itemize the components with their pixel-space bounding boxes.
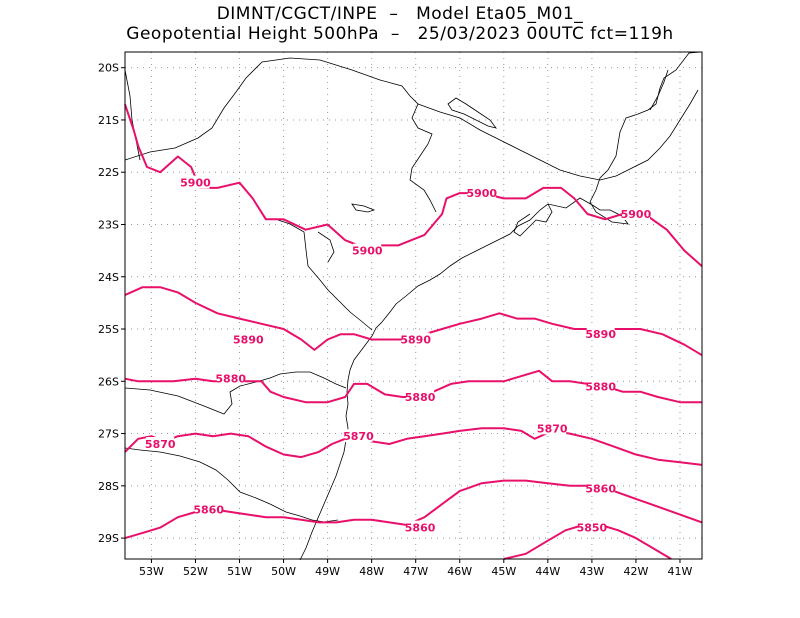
lat-label: 26S (98, 375, 119, 388)
contour-label: 5870 (537, 422, 568, 435)
contour-label-bg (146, 437, 175, 451)
lon-label: 44W (535, 565, 560, 578)
lon-label: 47W (403, 565, 428, 578)
lat-label: 21S (98, 114, 119, 127)
contour-label: 5860 (193, 503, 224, 516)
title-line-2: Geopotential Height 500hPa – 25/03/2023 … (126, 24, 674, 44)
contour-label: 5880 (585, 381, 616, 394)
contour-label: 5880 (405, 391, 436, 404)
lon-label: 49W (315, 565, 340, 578)
contour-5900 (124, 103, 703, 268)
contour-label-bg (344, 429, 373, 443)
contour-label: 5900 (352, 245, 383, 258)
contour-label: 5880 (215, 373, 246, 386)
lon-label: 52W (183, 565, 208, 578)
contour-label: 5850 (577, 522, 608, 535)
lat-label: 23S (98, 218, 119, 231)
lon-label: 48W (359, 565, 384, 578)
contour-label: 5860 (405, 522, 436, 535)
border-mg (417, 89, 699, 181)
contour-label: 5860 (585, 482, 616, 495)
lat-label: 20S (98, 62, 119, 75)
lat-label: 28S (98, 480, 119, 493)
border-rs-sc (124, 447, 339, 523)
lon-label: 43W (579, 565, 604, 578)
lon-label: 41W (668, 565, 693, 578)
lat-label: 22S (98, 166, 119, 179)
lon-label: 42W (623, 565, 648, 578)
coastline (299, 51, 702, 561)
lon-label: 53W (139, 565, 164, 578)
contour-label-bg (181, 175, 210, 189)
reservoir-1 (447, 97, 497, 129)
contour-labels: 5900 5900 5900 5900 5890 5890 5890 5880 5880 5880… (145, 175, 652, 535)
river-detail (317, 231, 335, 263)
contour-label-bg (406, 389, 435, 403)
lat-label: 25S (98, 323, 119, 336)
lon-label: 51W (227, 565, 252, 578)
border-ms (124, 69, 141, 161)
contour-label-bg (401, 332, 430, 346)
coast-detail (513, 203, 553, 237)
lon-label: 46W (447, 565, 472, 578)
contour-label: 5870 (145, 438, 176, 451)
contour-label-bg (406, 520, 435, 534)
state-border-pr (277, 219, 373, 331)
contour-label-bg (467, 186, 496, 200)
contour-label-bg (621, 207, 650, 221)
contour-label: 5890 (400, 333, 431, 346)
contour-label: 5890 (585, 328, 616, 341)
contour-label-bg (586, 379, 615, 393)
contour-label-bg (577, 520, 606, 534)
state-border-sp (124, 57, 437, 213)
lon-label: 45W (491, 565, 516, 578)
coastline-and-borders (124, 51, 702, 561)
contour-label-bg (586, 481, 615, 495)
contour-label-bg (234, 332, 263, 346)
contour-label: 5900 (621, 208, 652, 221)
contour-label-bg (216, 371, 245, 385)
contour-5870 (124, 427, 703, 466)
latitude-axis: 20S 21S 22S 23S 24S 25S 26S 27S 28S 29S (98, 62, 125, 545)
state-border-sc (124, 371, 347, 415)
contour-label: 5900 (180, 177, 211, 190)
border-es (649, 69, 669, 111)
reservoir-2 (351, 203, 376, 213)
contour-label: 5900 (466, 187, 497, 200)
contour-label-bg (353, 243, 382, 257)
lon-label: 50W (271, 565, 296, 578)
title-line-1: DIMNT/CGCT/INPE – Model Eta05_M01_ (216, 4, 584, 24)
contour-label-bg (194, 502, 223, 516)
contour-label-bg (586, 327, 615, 341)
plot-frame (124, 51, 703, 560)
lat-label: 27S (98, 428, 119, 441)
contour-label: 5890 (233, 333, 264, 346)
contour-label: 5870 (343, 430, 374, 443)
contour-label-bg (538, 421, 567, 435)
lat-label: 24S (98, 271, 119, 284)
longitude-axis: 53W 52W 51W 50W 49W 48W 47W 46W 45W 44W 43W 42W 41W (139, 559, 693, 578)
lat-label: 29S (98, 532, 119, 545)
